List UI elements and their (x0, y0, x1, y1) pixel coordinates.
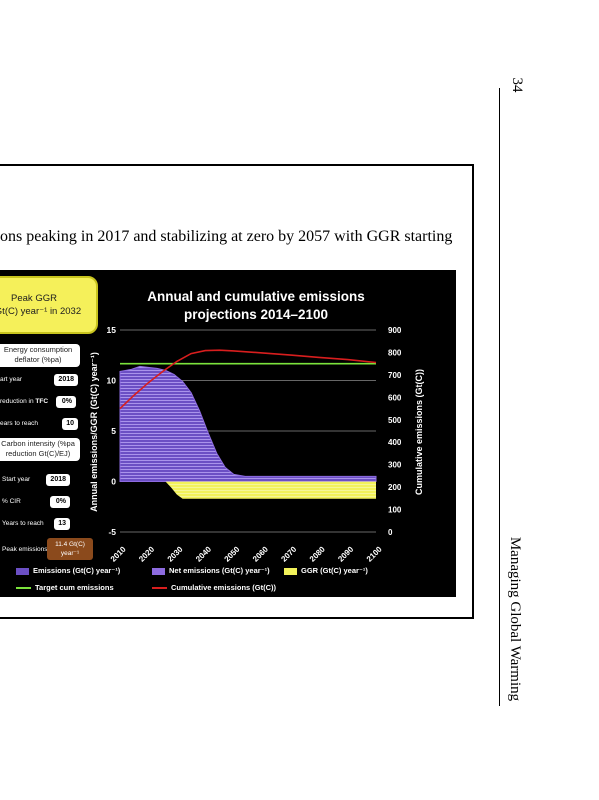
area-layer (120, 366, 376, 498)
margin-rule (499, 88, 500, 706)
legend-emissions: Emissions (Gt(C) year⁻¹) (16, 566, 120, 576)
y2-tick-label-0: 0 (388, 528, 393, 537)
legend-ggr: GGR (Gt(C) year⁻¹) (284, 566, 368, 576)
legend-emissions-label: Emissions (Gt(C) year⁻¹) (33, 566, 120, 575)
emissions-area (120, 366, 376, 481)
legend-target-cum: Target cum emissions (16, 583, 114, 593)
chart-title-line-1: Annual and cumulative emissions (147, 289, 365, 304)
legend-cumulative-label: Cumulative emissions (Gt(C)) (171, 583, 276, 592)
y2-tick-label-6: 600 (388, 393, 402, 402)
x-tick-label-2: 2030 (166, 544, 185, 563)
legend-emissions-swatch (16, 568, 29, 575)
x-tick-label-0: 2010 (109, 544, 128, 563)
x-tick-label-9: 2100 (365, 544, 384, 563)
y-tick-label-1: 0 (111, 477, 116, 487)
y2-tick-label-7: 700 (388, 371, 402, 380)
y-tick-label-2: 5 (111, 426, 116, 436)
legend-net-emissions: Net emissions (Gt(C) year⁻¹) (152, 566, 270, 576)
x-tick-label-8: 2090 (336, 544, 355, 563)
y2-tick-label-8: 800 (388, 348, 402, 357)
x-tick-label-5: 2060 (251, 544, 270, 563)
legend-cumulative: Cumulative emissions (Gt(C)) (152, 583, 276, 593)
y-axis-label-left: Annual emissions/GGR (Gt(C) year⁻¹) (89, 352, 99, 512)
legend-target-cum-label: Target cum emissions (35, 583, 114, 592)
x-tick-label-6: 2070 (279, 544, 298, 563)
x-tick-label-3: 2040 (194, 544, 213, 563)
figure-caption: ons peaking in 2017 and stabilizing at z… (0, 226, 470, 248)
page-number: 34 (508, 65, 526, 105)
y-tick-label-4: 15 (107, 325, 117, 335)
chart-title-line-2: projections 2014–2100 (184, 307, 328, 322)
y-tick-label-0: -5 (108, 527, 116, 537)
y2-tick-label-5: 500 (388, 416, 402, 425)
figure-panel: Peak GGR 7 Gt(C) year⁻¹ in 2032 Energy c… (0, 270, 456, 597)
y-tick-label-3: 10 (107, 376, 117, 386)
y2-tick-label-9: 900 (388, 326, 402, 335)
x-tick-label-1: 2020 (137, 544, 156, 563)
legend-target-cum-swatch (16, 587, 31, 589)
legend-net-emissions-label: Net emissions (Gt(C) year⁻¹) (169, 566, 270, 575)
emissions-chart: Annual and cumulative emissions projecti… (0, 270, 456, 597)
y-axis-label-right: Cumulative emissions (Gt(C)) (414, 369, 424, 495)
y2-tick-label-4: 400 (388, 438, 402, 447)
legend-net-emissions-swatch (152, 568, 165, 575)
x-tick-label-4: 2050 (223, 544, 242, 563)
y2-tick-label-2: 200 (388, 483, 402, 492)
ggr-area (120, 482, 376, 499)
running-head: Managing Global Warming (506, 529, 524, 709)
y2-tick-label-3: 300 (388, 461, 402, 470)
legend-ggr-swatch (284, 568, 297, 575)
legend-cumulative-swatch (152, 587, 167, 589)
x-tick-label-7: 2080 (308, 544, 327, 563)
legend-ggr-label: GGR (Gt(C) year⁻¹) (301, 566, 368, 575)
y2-tick-label-1: 100 (388, 506, 402, 515)
